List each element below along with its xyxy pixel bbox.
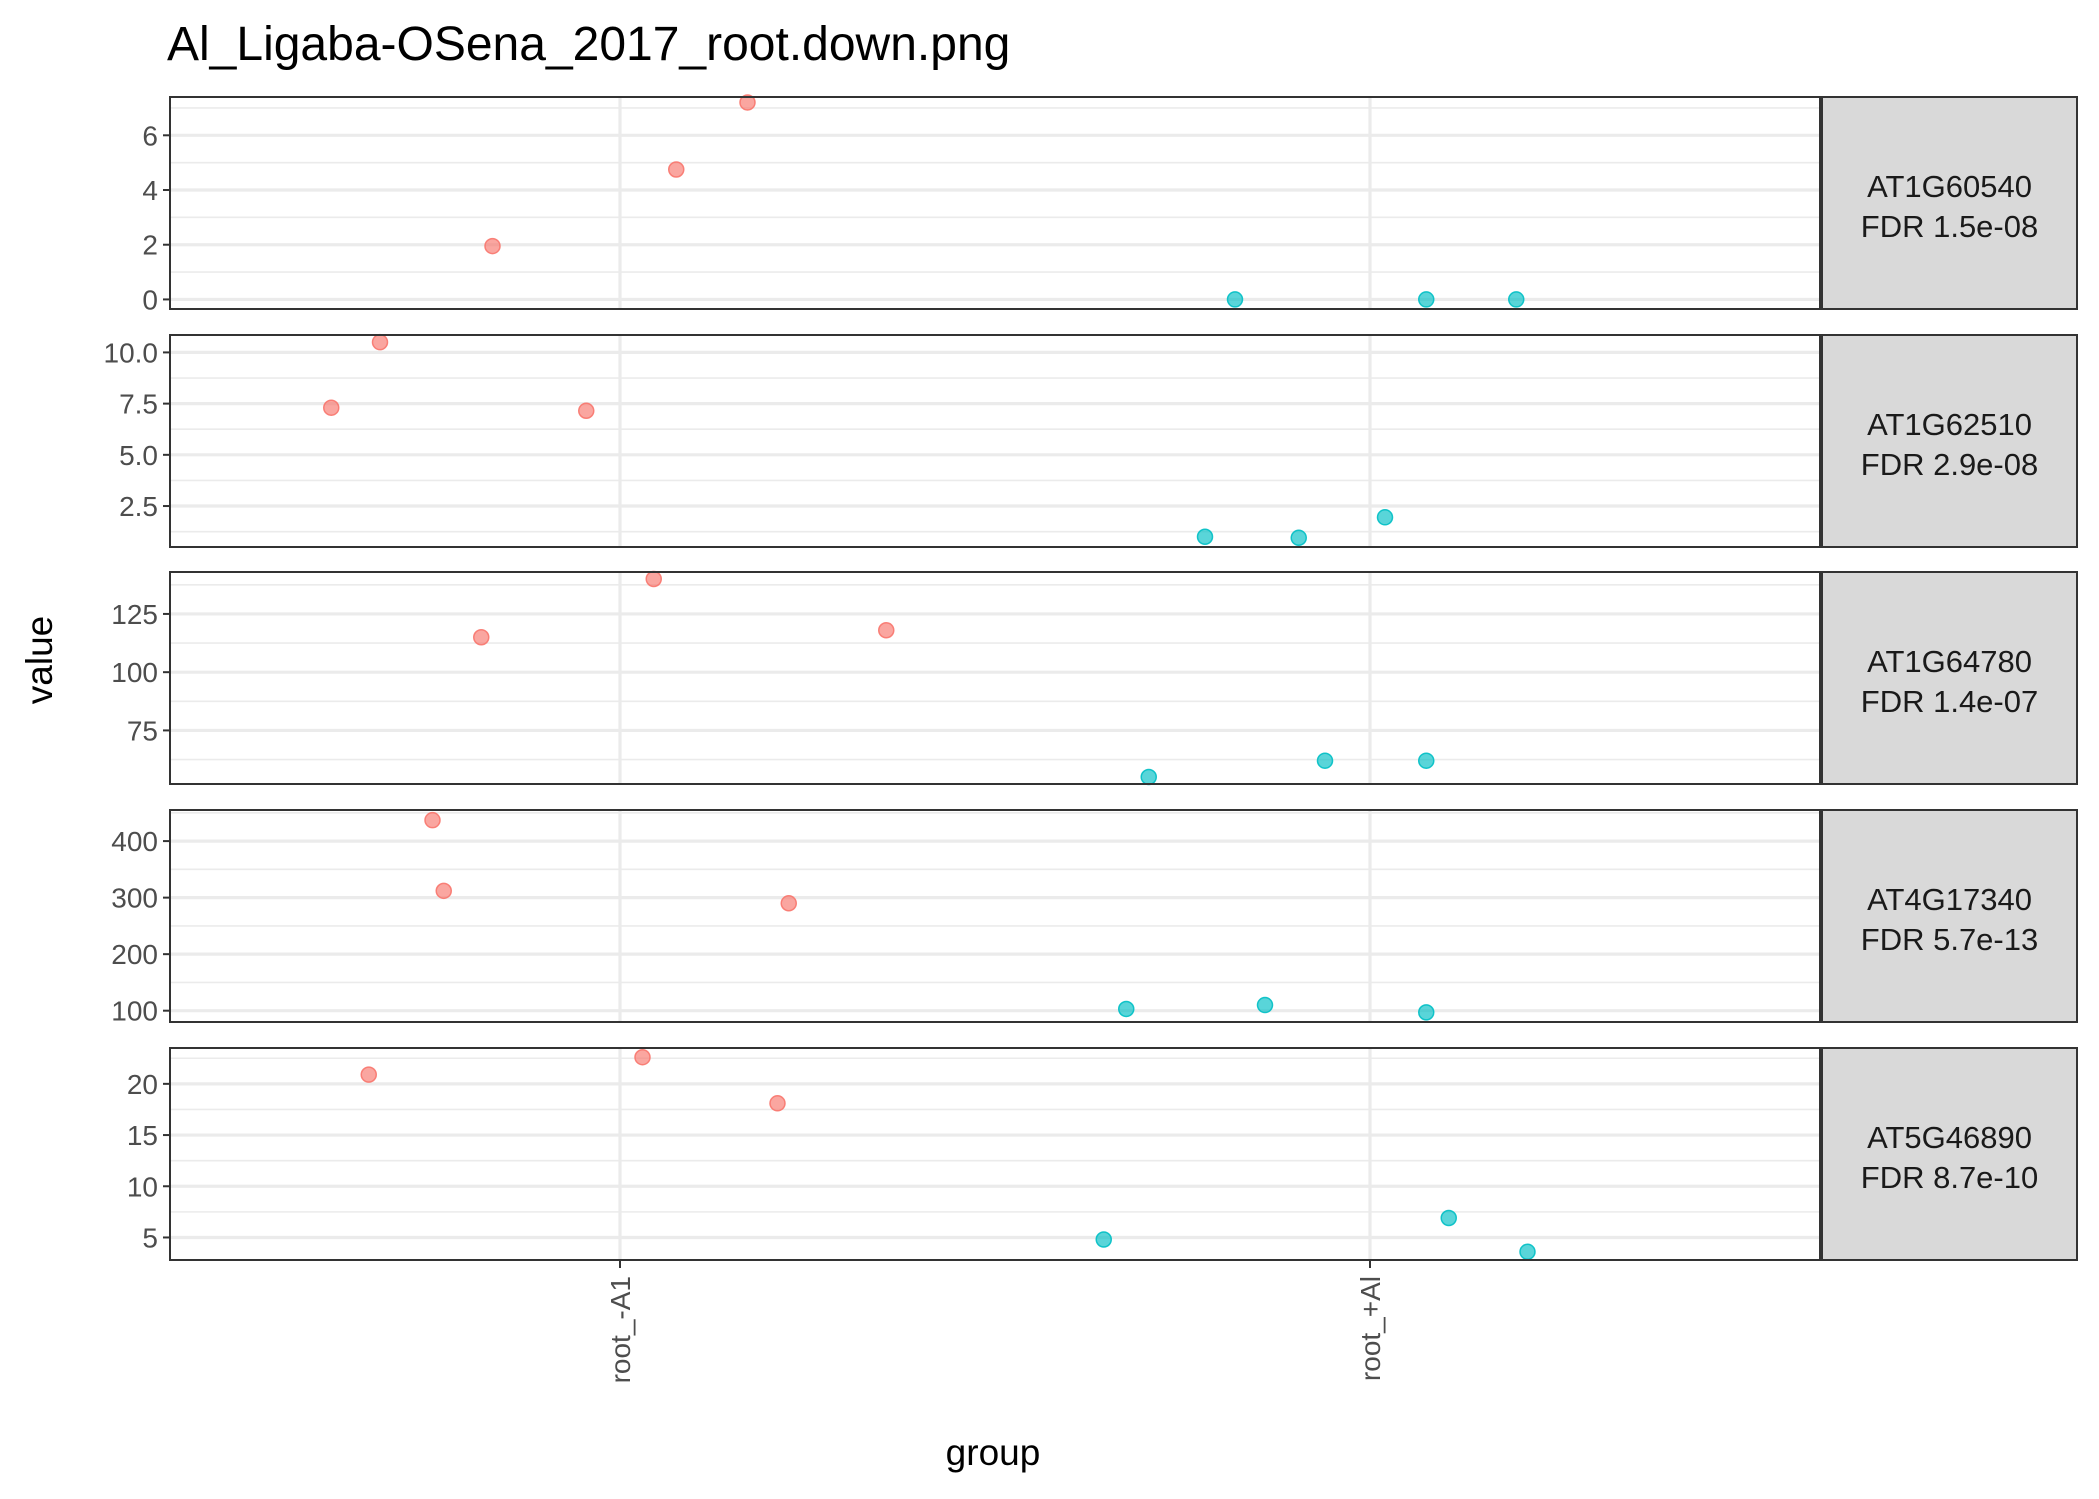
facet-strip-gene-label: AT5G46890 xyxy=(1867,1120,2032,1155)
facet-strip-fdr-label: FDR 2.9e-08 xyxy=(1861,447,2038,482)
facet-strip-fdr-label: FDR 1.4e-07 xyxy=(1861,684,2038,719)
y-tick-label: 75 xyxy=(127,715,158,746)
facet-strip-fdr-label: FDR 5.7e-13 xyxy=(1861,922,2038,957)
data-point-root-minus-a1 xyxy=(371,333,389,351)
data-point-root-minus-a1 xyxy=(323,399,340,416)
facet-strip xyxy=(1821,334,2078,548)
data-point-root-minus-a1 xyxy=(769,1095,786,1112)
panel-background xyxy=(170,810,1820,1022)
data-point-root-plus-al xyxy=(1508,291,1525,308)
panel-border xyxy=(169,571,1821,785)
panel-border xyxy=(169,96,1821,310)
x-axis-title: group xyxy=(946,1432,1041,1473)
facet-strip xyxy=(1821,571,2078,785)
data-point-root-minus-a1 xyxy=(634,1048,651,1066)
panel-background xyxy=(170,335,1820,547)
panel-border xyxy=(169,809,1821,1023)
facet-strip-gene-label: AT4G17340 xyxy=(1867,882,2032,917)
data-point-root-plus-al xyxy=(1440,1209,1457,1227)
facet-panel-2: 2.5 5.0 7.5 10.0 AT1G62510 FDR 2.9e-08 xyxy=(104,333,2078,548)
data-point-root-minus-a1 xyxy=(424,811,441,829)
facet-panel-3: 75 100 125 AT1G64780 FDR 1.4e-07 xyxy=(111,570,2078,786)
panel-background xyxy=(170,97,1820,309)
y-tick-label: 5.0 xyxy=(119,440,158,471)
data-point-root-minus-a1 xyxy=(360,1066,377,1083)
x-tick-label: root_+Al xyxy=(1355,1276,1386,1381)
facet-strip-gene-label: AT1G60540 xyxy=(1867,169,2032,204)
y-tick-label: 2 xyxy=(142,230,158,261)
data-point-root-plus-al xyxy=(1418,752,1435,769)
facet-strip-gene-label: AT1G62510 xyxy=(1867,407,2032,442)
y-tick-label: 5 xyxy=(142,1222,158,1253)
data-point-root-plus-al xyxy=(1226,291,1244,308)
y-tick-label: 100 xyxy=(111,657,158,688)
data-point-root-minus-a1 xyxy=(739,94,756,111)
data-point-root-minus-a1 xyxy=(435,882,452,900)
data-point-root-plus-al xyxy=(1316,752,1334,769)
y-tick-label: 2.5 xyxy=(119,491,158,522)
y-tick-label: 10 xyxy=(127,1171,158,1202)
panel-border xyxy=(169,334,1821,548)
plot-title: Al_Ligaba-OSena_2017_root.down.png xyxy=(167,18,1010,71)
y-tick-label: 6 xyxy=(142,120,158,151)
y-tick-label: 200 xyxy=(111,939,158,970)
data-point-root-plus-al xyxy=(1519,1243,1536,1261)
x-tick-label: root_-A1 xyxy=(605,1276,636,1383)
data-point-root-plus-al xyxy=(1140,768,1157,786)
facet-strip-fdr-label: FDR 1.5e-08 xyxy=(1861,209,2038,244)
data-point-root-plus-al xyxy=(1376,509,1394,526)
data-point-root-plus-al xyxy=(1196,528,1214,546)
y-tick-label: 400 xyxy=(111,826,158,857)
y-tick-label: 20 xyxy=(127,1069,158,1100)
facet-strip-fdr-label: FDR 8.7e-10 xyxy=(1861,1160,2038,1195)
data-point-root-minus-a1 xyxy=(668,161,685,178)
panel-background xyxy=(170,572,1820,784)
data-point-root-plus-al xyxy=(1290,529,1307,547)
facet-strip-gene-label: AT1G64780 xyxy=(1867,644,2032,679)
data-point-root-minus-a1 xyxy=(473,628,490,646)
data-point-root-minus-a1 xyxy=(780,895,797,912)
y-tick-label: 0 xyxy=(142,284,158,315)
data-point-root-minus-a1 xyxy=(484,237,501,255)
facet-strip xyxy=(1821,96,2078,310)
y-axis-title: value xyxy=(19,616,60,704)
facet-strip xyxy=(1821,809,2078,1023)
y-tick-label: 15 xyxy=(127,1120,158,1151)
data-point-root-minus-a1 xyxy=(878,621,895,639)
data-point-root-minus-a1 xyxy=(645,570,662,588)
data-point-root-plus-al xyxy=(1095,1231,1112,1248)
facet-panel-4: 100 200 300 400 AT4G17340 FDR 5.7e-13 xyxy=(111,809,2078,1027)
data-point-root-plus-al xyxy=(1418,291,1435,308)
y-tick-label: 125 xyxy=(111,599,158,630)
y-tick-label: 300 xyxy=(111,883,158,914)
y-tick-label: 10.0 xyxy=(104,337,159,368)
facet-panel-1: 0 2 4 6 AT1G60540 FDR 1.5e-08 xyxy=(142,94,2078,315)
data-point-root-minus-a1 xyxy=(578,402,595,420)
data-point-root-plus-al xyxy=(1118,1000,1135,1018)
y-tick-label: 100 xyxy=(111,996,158,1027)
x-axis: root_-A1 root_+Al xyxy=(605,1260,1386,1383)
facet-strip xyxy=(1821,1047,2078,1261)
data-point-root-plus-al xyxy=(1256,996,1274,1014)
facet-panel-5: 5 10 15 20 AT5G46890 FDR 8.7e-10 xyxy=(127,1047,2078,1261)
data-point-root-plus-al xyxy=(1418,1004,1435,1021)
panel-background xyxy=(170,1048,1820,1260)
facet-panels: 0 2 4 6 AT1G60540 FDR 1.5e-08 2.5 5.0 7.5 10.0 AT1… xyxy=(104,94,2078,1261)
y-tick-label: 4 xyxy=(142,175,158,206)
y-tick-label: 7.5 xyxy=(119,389,158,420)
panel-border xyxy=(169,1047,1821,1261)
